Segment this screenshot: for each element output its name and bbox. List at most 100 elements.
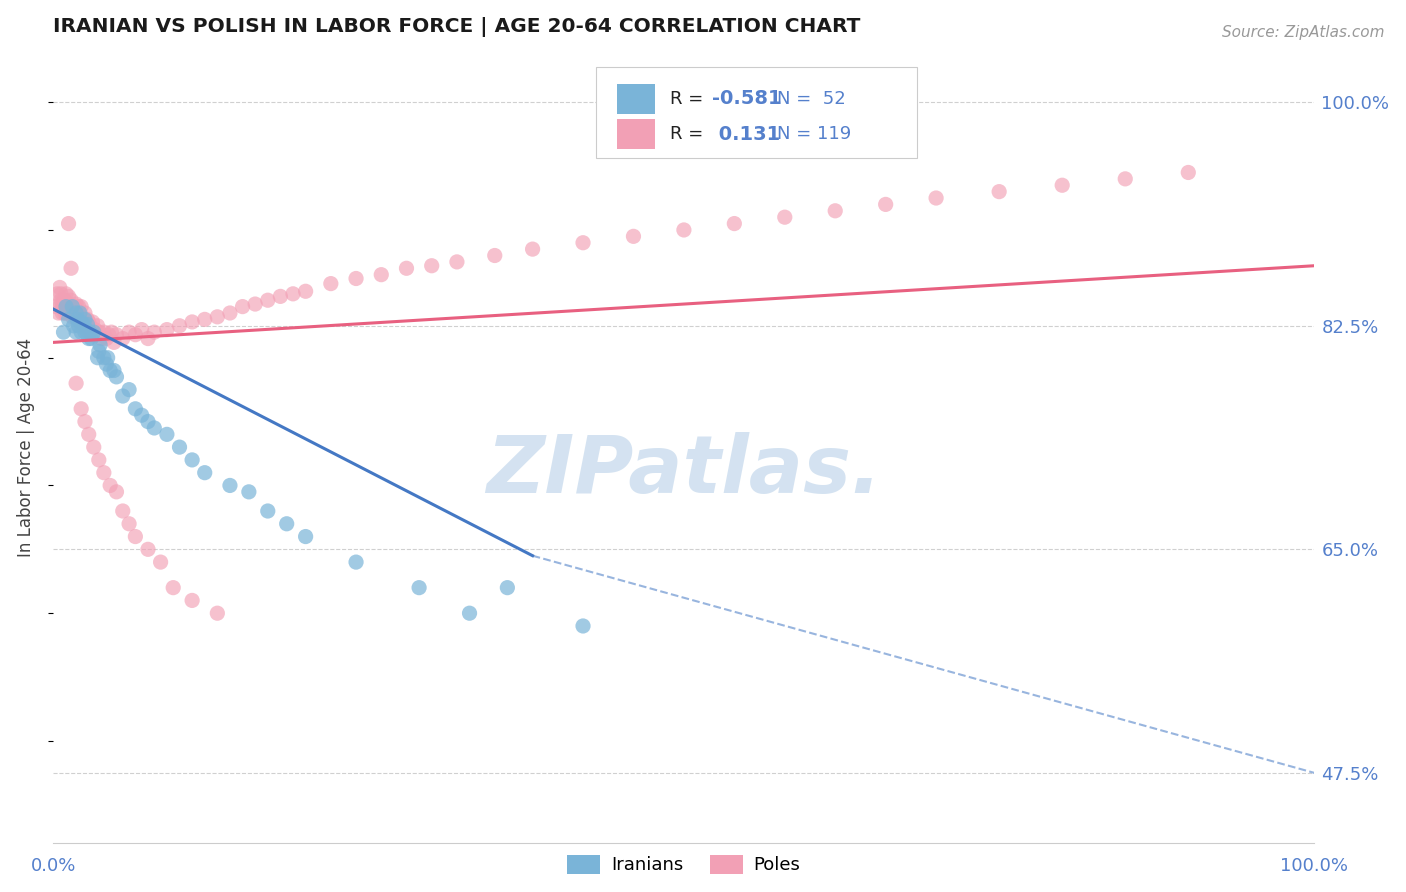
Point: [73, 312, 96, 326]
Point: [118, 325, 141, 339]
Point: [1114, 172, 1136, 186]
Point: [65, 302, 87, 317]
Point: [65, 325, 87, 339]
Point: [63, 306, 86, 320]
Point: [484, 248, 506, 262]
Point: [344, 271, 367, 285]
Y-axis label: In Labor Force | Age 20-64: In Labor Force | Age 20-64: [17, 337, 35, 557]
Text: N = 119: N = 119: [778, 125, 852, 144]
Point: [70, 401, 93, 416]
Point: [80, 327, 103, 342]
Point: [73, 318, 96, 332]
Text: R =: R =: [671, 89, 709, 108]
Point: [48, 306, 70, 320]
Point: [69, 315, 91, 329]
Point: [269, 289, 291, 303]
Point: [194, 466, 217, 480]
Text: ZIPatlas.: ZIPatlas.: [486, 432, 882, 510]
Point: [773, 210, 796, 224]
Point: [420, 259, 443, 273]
Point: [66, 312, 89, 326]
Point: [723, 217, 745, 231]
Point: [60, 293, 83, 308]
Point: [55, 286, 77, 301]
Point: [118, 383, 141, 397]
Point: [118, 516, 141, 531]
Point: [96, 332, 118, 346]
Point: [156, 427, 179, 442]
Point: [45, 300, 67, 314]
Point: [52, 293, 75, 308]
Point: [60, 261, 83, 276]
Point: [98, 478, 121, 492]
Point: [344, 555, 367, 569]
Point: [1177, 165, 1199, 179]
Point: [458, 606, 481, 620]
Point: [86, 318, 108, 333]
Point: [124, 327, 146, 342]
Point: [58, 302, 80, 317]
Point: [522, 242, 544, 256]
Point: [207, 310, 229, 324]
Point: [276, 516, 298, 531]
Point: [89, 338, 111, 352]
Point: [73, 312, 96, 326]
Point: [111, 389, 134, 403]
Point: [93, 351, 115, 365]
Point: [60, 310, 83, 324]
Point: [65, 376, 87, 391]
Point: [48, 280, 70, 294]
Text: -0.581: -0.581: [711, 89, 782, 108]
Point: [58, 297, 80, 311]
Point: [70, 325, 93, 339]
Point: [83, 325, 105, 339]
Point: [51, 306, 73, 320]
Point: [131, 408, 153, 422]
Point: [80, 332, 103, 346]
Point: [672, 223, 695, 237]
Point: [136, 332, 159, 346]
Point: [124, 401, 146, 416]
Point: [111, 332, 134, 346]
Text: 0.131: 0.131: [711, 125, 780, 144]
Text: IRANIAN VS POLISH IN LABOR FORCE | AGE 20-64 CORRELATION CHART: IRANIAN VS POLISH IN LABOR FORCE | AGE 2…: [53, 17, 860, 37]
Point: [572, 235, 595, 250]
Point: [70, 300, 93, 314]
Point: [824, 203, 846, 218]
Point: [58, 217, 80, 231]
Point: [83, 325, 105, 339]
Text: N =  52: N = 52: [778, 89, 846, 108]
Point: [96, 357, 118, 371]
Point: [496, 581, 519, 595]
Point: [294, 285, 316, 299]
Point: [72, 318, 94, 333]
Point: [55, 306, 77, 320]
Point: [281, 286, 304, 301]
Point: [72, 318, 94, 333]
Point: [59, 300, 82, 314]
Point: [55, 300, 77, 314]
Point: [82, 315, 104, 329]
FancyBboxPatch shape: [596, 67, 917, 158]
Point: [181, 453, 204, 467]
Point: [219, 478, 242, 492]
Point: [143, 325, 166, 339]
Point: [73, 306, 96, 320]
Text: R =: R =: [671, 125, 709, 144]
Point: [48, 300, 70, 314]
Point: [169, 440, 191, 454]
Point: [572, 619, 595, 633]
Point: [219, 306, 242, 320]
Point: [319, 277, 342, 291]
Point: [111, 504, 134, 518]
Bar: [617, 120, 655, 149]
Point: [73, 325, 96, 339]
Point: [131, 323, 153, 337]
Point: [105, 484, 128, 499]
Point: [66, 312, 89, 326]
Point: [49, 286, 72, 301]
Point: [52, 325, 75, 339]
Point: [62, 318, 84, 333]
Point: [294, 530, 316, 544]
Point: [105, 369, 128, 384]
